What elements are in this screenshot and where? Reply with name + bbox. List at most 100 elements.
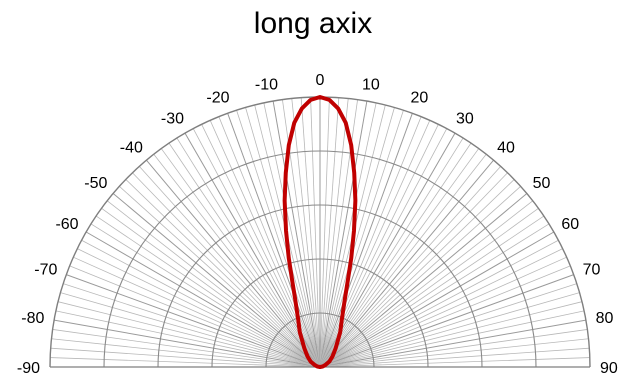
grid-ring	[103, 150, 537, 368]
angle-tick-label: -10	[255, 76, 278, 93]
grid-spoke	[81, 239, 321, 368]
grid-spoke	[263, 102, 321, 368]
grid-spoke	[319, 310, 585, 368]
grid-spoke	[319, 231, 555, 368]
grid-spoke	[319, 347, 590, 368]
series-line	[282, 95, 358, 369]
data-series	[282, 95, 358, 369]
angular-grid-spokes	[50, 97, 590, 368]
grid-spoke	[245, 107, 321, 368]
grid-spoke	[319, 223, 550, 368]
angle-tick-label: 60	[561, 216, 579, 233]
grid-spoke	[227, 113, 321, 368]
grid-spoke	[319, 283, 577, 368]
grid-spoke	[319, 98, 349, 368]
grid-spoke	[125, 179, 321, 368]
grid-spoke	[209, 120, 321, 368]
grid-spoke	[319, 207, 539, 368]
grid-spoke	[50, 347, 321, 368]
grid-spoke	[218, 116, 321, 368]
grid-spoke	[319, 113, 413, 368]
grid-spoke	[319, 159, 494, 368]
grid-spoke	[319, 107, 395, 368]
grid-spoke	[319, 256, 567, 368]
grid-spoke	[319, 120, 431, 368]
grid-spoke	[106, 200, 321, 368]
angle-tick-label: 20	[411, 89, 429, 106]
angle-tick-label: 10	[362, 76, 380, 93]
angle-tick-label: -60	[55, 216, 78, 233]
grid-spoke	[319, 179, 515, 368]
grid-ring	[157, 204, 483, 368]
grid-spoke	[319, 338, 589, 368]
grid-spoke	[73, 256, 321, 368]
grid-spoke	[55, 310, 321, 368]
grid-spoke	[319, 274, 574, 368]
grid-spoke	[77, 248, 321, 368]
grid-spoke	[319, 148, 480, 368]
angle-tick-label: -90	[17, 360, 40, 376]
grid-spoke	[176, 137, 321, 368]
chart-title: long axix	[253, 7, 373, 40]
grid-spoke	[54, 319, 321, 368]
grid-spoke	[236, 110, 321, 368]
angle-tick-label: -40	[120, 139, 143, 156]
angle-tick-label: -30	[161, 111, 184, 128]
grid-spoke	[119, 186, 321, 368]
grid-spoke	[319, 319, 586, 368]
grid-spoke	[90, 223, 321, 368]
grid-spoke	[319, 142, 472, 368]
grid-spoke	[319, 357, 590, 368]
grid-spoke	[319, 97, 340, 368]
grid-spoke	[319, 97, 330, 368]
grid-spoke	[95, 215, 321, 368]
grid-spoke	[51, 338, 321, 368]
grid-spoke	[319, 102, 377, 368]
grid-spoke	[60, 292, 321, 368]
grid-spoke	[319, 153, 487, 368]
angle-tick-label: -50	[84, 175, 107, 192]
grid-spoke	[319, 200, 534, 368]
grid-spoke	[101, 207, 321, 368]
angle-tick-label: 30	[456, 111, 474, 128]
grid-spoke	[319, 186, 521, 368]
grid-ring	[265, 312, 375, 368]
angle-tick-label: 50	[533, 175, 551, 192]
angle-tick-label: -80	[21, 310, 44, 327]
grid-spoke	[112, 193, 321, 368]
angle-tick-label: 0	[316, 72, 325, 89]
grid-spoke	[319, 137, 464, 368]
grid-spoke	[132, 172, 321, 368]
angle-tick-label: 80	[596, 310, 614, 327]
angle-tick-label: -20	[206, 89, 229, 106]
grid-spoke	[146, 159, 321, 368]
grid-ring	[211, 258, 429, 368]
grid-spoke	[319, 215, 545, 368]
grid-spoke	[168, 142, 321, 368]
grid-spoke	[319, 301, 583, 368]
grid-spoke	[57, 301, 321, 368]
grid-spoke	[291, 98, 321, 368]
angle-tick-label: -70	[34, 262, 57, 279]
grid-spoke	[69, 265, 321, 368]
grid-spoke	[319, 101, 368, 368]
grid-spoke	[319, 110, 404, 368]
angle-tick-labels: -90 -80 -70 -60 -50 -40 -30 -20 -10 0 10 20 30 40 50 60…	[17, 72, 618, 376]
grid-spoke	[50, 357, 321, 368]
grid-spoke	[319, 265, 571, 368]
grid-spoke	[153, 153, 321, 368]
grid-spoke	[160, 148, 321, 368]
grid-spoke	[319, 193, 528, 368]
grid-spoke	[319, 329, 588, 368]
grid-spoke	[52, 329, 321, 368]
grid-spoke	[272, 101, 321, 368]
angle-tick-label: 70	[583, 262, 601, 279]
grid-spoke	[319, 166, 501, 368]
grid-spoke	[139, 166, 321, 368]
grid-spoke	[310, 97, 321, 368]
grid-spoke	[319, 116, 422, 368]
grid-spoke	[300, 97, 321, 368]
grid-spoke	[85, 231, 321, 368]
grid-spoke	[319, 248, 563, 368]
